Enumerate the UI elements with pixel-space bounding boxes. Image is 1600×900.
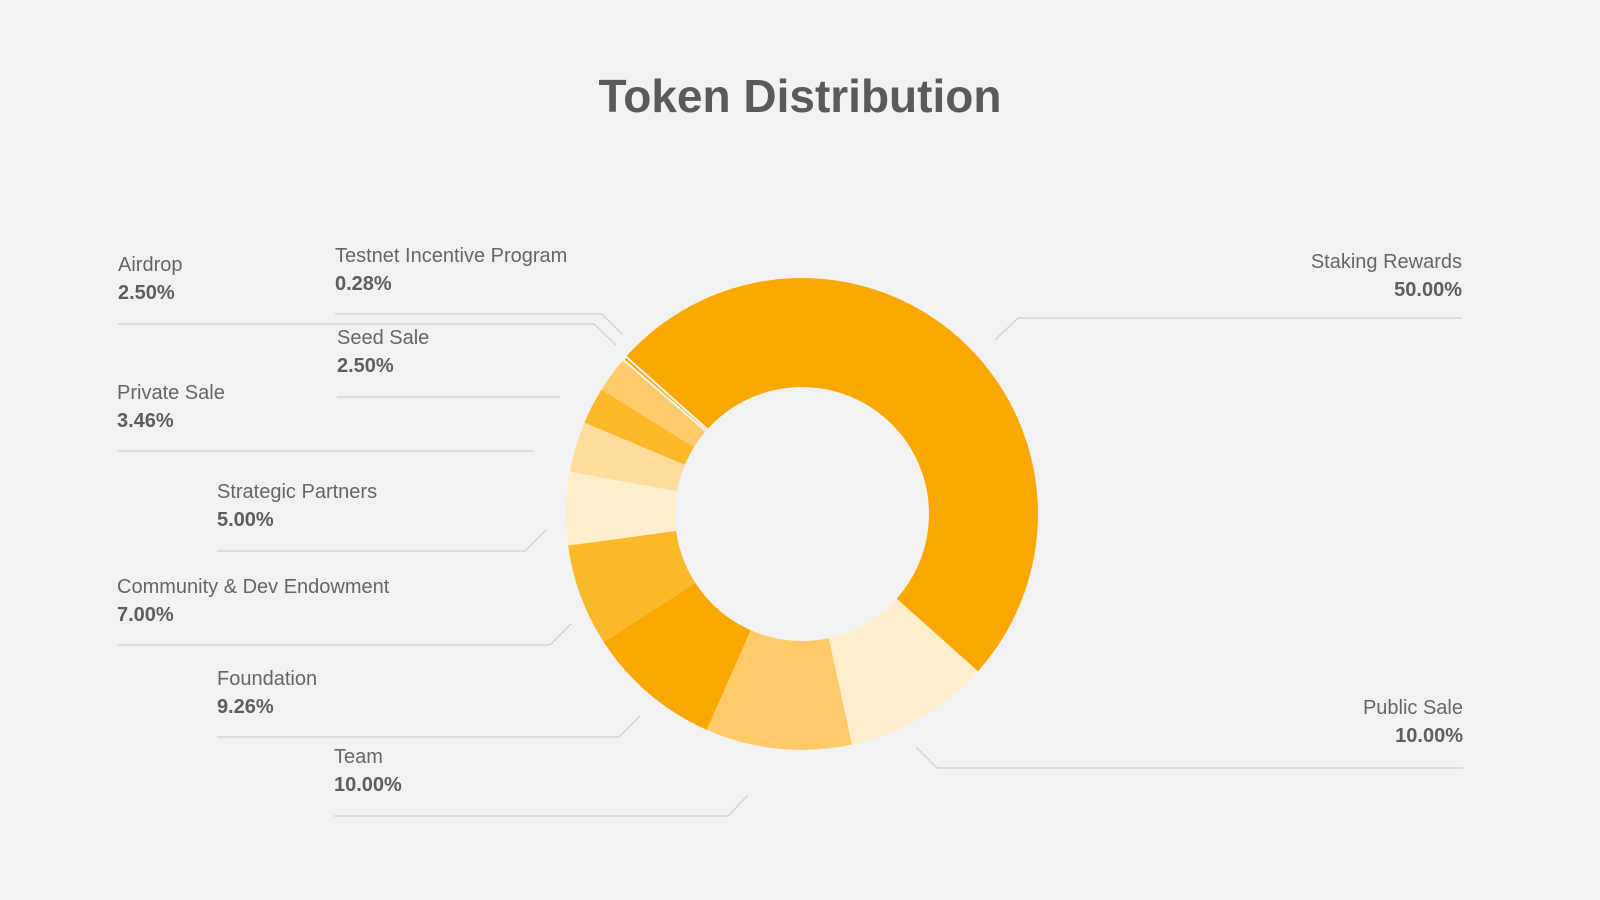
chart-title: Token Distribution [599, 70, 1002, 122]
label-community-and-dev-endowment: Community & Dev Endowment 7.00% [117, 576, 572, 646]
slice-staking-rewards [626, 278, 1038, 672]
slice-value: 0.28% [335, 273, 392, 295]
label-testnet-incentive-program: Testnet Incentive Program 0.28% [335, 245, 624, 336]
leader-line [994, 317, 1462, 341]
slice-name: Airdrop [118, 254, 182, 276]
slice-value: 5.00% [217, 509, 274, 531]
label-strategic-partners: Strategic Partners 5.00% [217, 481, 547, 552]
leader-line [217, 529, 547, 552]
label-staking-rewards: Staking Rewards 50.00% [994, 251, 1462, 341]
slice-seed-sale [584, 389, 695, 465]
slice-name: Foundation [217, 668, 317, 690]
label-airdrop: Airdrop 2.50% [118, 254, 617, 346]
donut-slices [566, 278, 1038, 751]
label-private-sale: Private Sale 3.46% [117, 382, 533, 452]
slice-name: Community & Dev Endowment [117, 576, 390, 598]
slice-name: Strategic Partners [217, 481, 377, 503]
slice-value: 3.46% [117, 410, 174, 432]
leader-line [117, 623, 572, 646]
leader-line [217, 715, 641, 738]
leader-line [334, 794, 749, 817]
slice-testnet-incentive-program [621, 355, 709, 433]
slice-value: 50.00% [1394, 279, 1462, 301]
slice-strategic-partners [566, 471, 678, 546]
slice-value: 10.00% [334, 774, 402, 796]
slice-name: Seed Sale [337, 327, 429, 349]
slice-value: 2.50% [118, 282, 175, 304]
leader-line [335, 313, 624, 336]
slice-airdrop [601, 359, 706, 448]
slice-public-sale [828, 598, 978, 745]
leader-line [915, 746, 1463, 769]
slice-value: 10.00% [1395, 725, 1463, 747]
label-foundation: Foundation 9.26% [217, 668, 641, 738]
slice-team [706, 630, 852, 751]
label-seed-sale: Seed Sale 2.50% [337, 327, 560, 398]
slice-name: Private Sale [117, 382, 225, 404]
slice-value: 2.50% [337, 355, 394, 377]
slice-name: Team [334, 746, 383, 768]
slice-name: Testnet Incentive Program [335, 245, 567, 267]
slice-name: Public Sale [1363, 697, 1463, 719]
slice-foundation [603, 582, 751, 730]
slice-private-sale [569, 422, 685, 492]
slice-value: 7.00% [117, 604, 174, 626]
slice-value: 9.26% [217, 696, 274, 718]
slice-community-and-dev-endowment [568, 530, 696, 643]
label-team: Team 10.00% [334, 746, 749, 817]
slice-name: Staking Rewards [1311, 251, 1462, 273]
label-public-sale: Public Sale 10.00% [915, 697, 1463, 769]
leader-line [118, 323, 617, 346]
